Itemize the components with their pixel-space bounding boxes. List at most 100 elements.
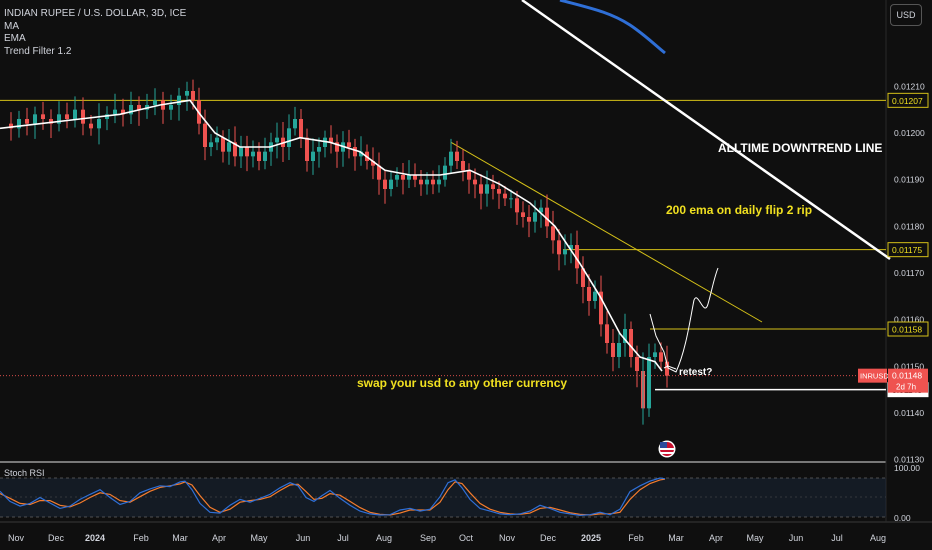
annotation-downtrend: ALLTIME DOWNTREND LINE bbox=[718, 141, 882, 155]
candle-body bbox=[17, 119, 21, 129]
projection-path bbox=[649, 267, 719, 373]
time-tick-label: 2024 bbox=[85, 533, 105, 543]
candle-body bbox=[509, 198, 513, 200]
symbol-badge bbox=[858, 368, 887, 383]
candle-body bbox=[497, 189, 501, 194]
indicator-lines-layer bbox=[0, 0, 666, 372]
candle-body bbox=[121, 109, 125, 115]
candle-body bbox=[251, 151, 255, 157]
candle-body bbox=[177, 95, 181, 105]
candle-body bbox=[287, 128, 291, 147]
candle-body bbox=[563, 249, 567, 255]
us-flag-event-icon bbox=[658, 440, 676, 458]
time-tick-label: 2025 bbox=[581, 533, 601, 543]
price-tick-label: 0.01140 bbox=[894, 408, 924, 418]
symbol-badge-label: INRUSD bbox=[860, 372, 889, 381]
time-tick-label: Mar bbox=[668, 533, 684, 543]
symbol-title[interactable]: INDIAN RUPEE / U.S. DOLLAR, 3D, ICE bbox=[4, 8, 187, 19]
candle-body bbox=[479, 184, 483, 194]
time-tick-label: Jul bbox=[831, 533, 843, 543]
candle-body bbox=[305, 137, 309, 161]
price-tick-label: 0.01130 bbox=[894, 455, 924, 465]
level-badge bbox=[887, 242, 929, 258]
candle-body bbox=[383, 179, 387, 189]
candle-body bbox=[203, 123, 207, 147]
candle-body bbox=[215, 137, 219, 143]
last-price-label: 0.01148 bbox=[892, 371, 922, 381]
candle-body bbox=[299, 119, 303, 138]
candle-body bbox=[593, 291, 597, 301]
ma-line bbox=[559, 0, 666, 55]
candle-body bbox=[257, 151, 261, 161]
candle-body bbox=[227, 142, 231, 152]
candle-body bbox=[191, 91, 195, 101]
time-tick-label: Mar bbox=[172, 533, 188, 543]
time-axis[interactable]: Nov Dec 2024 Feb Mar Apr May Jun Jul Aug Sep Oct Nov… bbox=[8, 533, 886, 543]
level-badge-label: 0.01175 bbox=[892, 245, 922, 255]
chart-legend: INDIAN RUPEE / U.S. DOLLAR, 3D, ICE MA E… bbox=[4, 8, 186, 58]
level-badge-label: 0.01207 bbox=[892, 96, 923, 106]
indicator-trend-filter[interactable]: Trend Filter 1.2 bbox=[4, 45, 72, 57]
indicator-ema[interactable]: EMA bbox=[4, 33, 26, 44]
candle-body bbox=[449, 151, 453, 166]
stoch-rsi-label[interactable]: Stoch RSI bbox=[4, 468, 45, 478]
candle-body bbox=[521, 212, 525, 217]
flag-icon-canton bbox=[660, 442, 667, 448]
time-tick-label: Jul bbox=[337, 533, 349, 543]
candle-body bbox=[335, 142, 339, 152]
annotation-swap: swap your usd to any other currency bbox=[357, 376, 567, 390]
price-tick-label: 0.01170 bbox=[894, 268, 924, 278]
candle-body bbox=[105, 114, 109, 119]
stoch-level-label: 0.00 bbox=[894, 513, 911, 523]
stoch-level-label: 100.00 bbox=[894, 463, 920, 473]
candle-body bbox=[329, 137, 333, 143]
candle-body bbox=[221, 137, 225, 152]
candle-body bbox=[401, 175, 405, 180]
time-tick-label: Apr bbox=[709, 533, 723, 543]
indicator-ma[interactable]: MA bbox=[4, 20, 19, 32]
currency-button[interactable]: USD bbox=[890, 4, 922, 26]
price-axis[interactable]: 0.01210 0.01200 0.01190 0.01180 0.01170 0.011… bbox=[858, 81, 929, 523]
last-price-badge bbox=[888, 368, 928, 393]
time-tick-label: Oct bbox=[459, 533, 474, 543]
price-tick-label: 0.01200 bbox=[894, 128, 925, 138]
candle-body bbox=[49, 119, 53, 124]
time-tick-label: Jun bbox=[789, 533, 804, 543]
candle-body bbox=[129, 105, 133, 115]
candle-body bbox=[611, 343, 615, 357]
candle-body bbox=[617, 343, 621, 357]
candle-body bbox=[389, 179, 393, 189]
annotation-retest: retest? bbox=[679, 367, 712, 378]
candle-body bbox=[515, 198, 519, 213]
candle-body bbox=[545, 207, 549, 227]
candle-body bbox=[527, 217, 531, 222]
candle-body bbox=[587, 287, 591, 301]
stoch-d-line bbox=[0, 478, 666, 516]
candle-body bbox=[41, 114, 45, 119]
time-tick-label: Aug bbox=[870, 533, 886, 543]
candle-body bbox=[599, 291, 603, 325]
candle-body bbox=[425, 179, 429, 185]
candle-body bbox=[431, 179, 435, 185]
candle-body bbox=[581, 268, 585, 287]
candle-body bbox=[665, 361, 669, 376]
candle-body bbox=[81, 109, 85, 124]
candle-body bbox=[575, 245, 579, 269]
time-tick-label: Aug bbox=[376, 533, 392, 543]
time-tick-label: Nov bbox=[499, 533, 516, 543]
candle-body bbox=[623, 329, 627, 343]
candle-body bbox=[169, 105, 173, 110]
candle-body bbox=[629, 329, 633, 357]
yellow-trend-line bbox=[450, 141, 763, 323]
candle-body bbox=[659, 352, 663, 362]
candle-body bbox=[635, 357, 639, 371]
time-tick-label: Dec bbox=[48, 533, 65, 543]
flag-icon-stripe bbox=[660, 448, 674, 450]
price-tick-label: 0.01150 bbox=[894, 361, 924, 371]
time-tick-label: Nov bbox=[8, 533, 25, 543]
candle-body bbox=[275, 137, 279, 143]
price-tick-label: 0.01180 bbox=[894, 221, 924, 231]
candle-body bbox=[353, 147, 357, 157]
candle-body bbox=[153, 100, 157, 105]
